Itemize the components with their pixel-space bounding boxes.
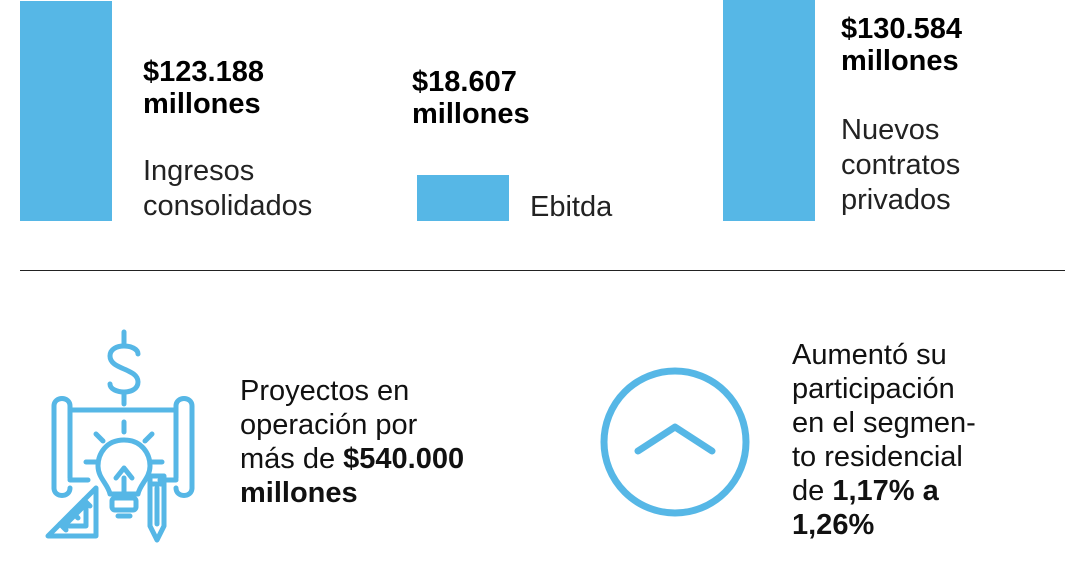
- category-label-ingresos: Ingresos consolidados: [143, 155, 313, 222]
- category-label-nuevos-contratos: Nuevos contratos privados: [841, 114, 961, 216]
- bar-ebitda: [417, 175, 509, 221]
- divider: [20, 270, 1065, 271]
- chevron-up-circle-icon: [600, 367, 750, 517]
- share-text: Aumentó su participación en el segmen- t…: [792, 339, 976, 541]
- value-label-ebitda: $18.607 millones: [412, 66, 530, 130]
- value-label-ingresos: $123.188 millones: [143, 56, 264, 120]
- bar-ingresos-consolidados: [20, 1, 112, 221]
- value-label-nuevos-contratos: $130.584 millones: [841, 13, 962, 77]
- projects-text: Proyectos en operación por más de $540.0…: [240, 375, 465, 509]
- blueprint-lightbulb-dollar-icon: [45, 329, 195, 543]
- category-label-ebitda: Ebitda: [530, 191, 613, 223]
- bar-nuevos-contratos-privados: [723, 0, 815, 221]
